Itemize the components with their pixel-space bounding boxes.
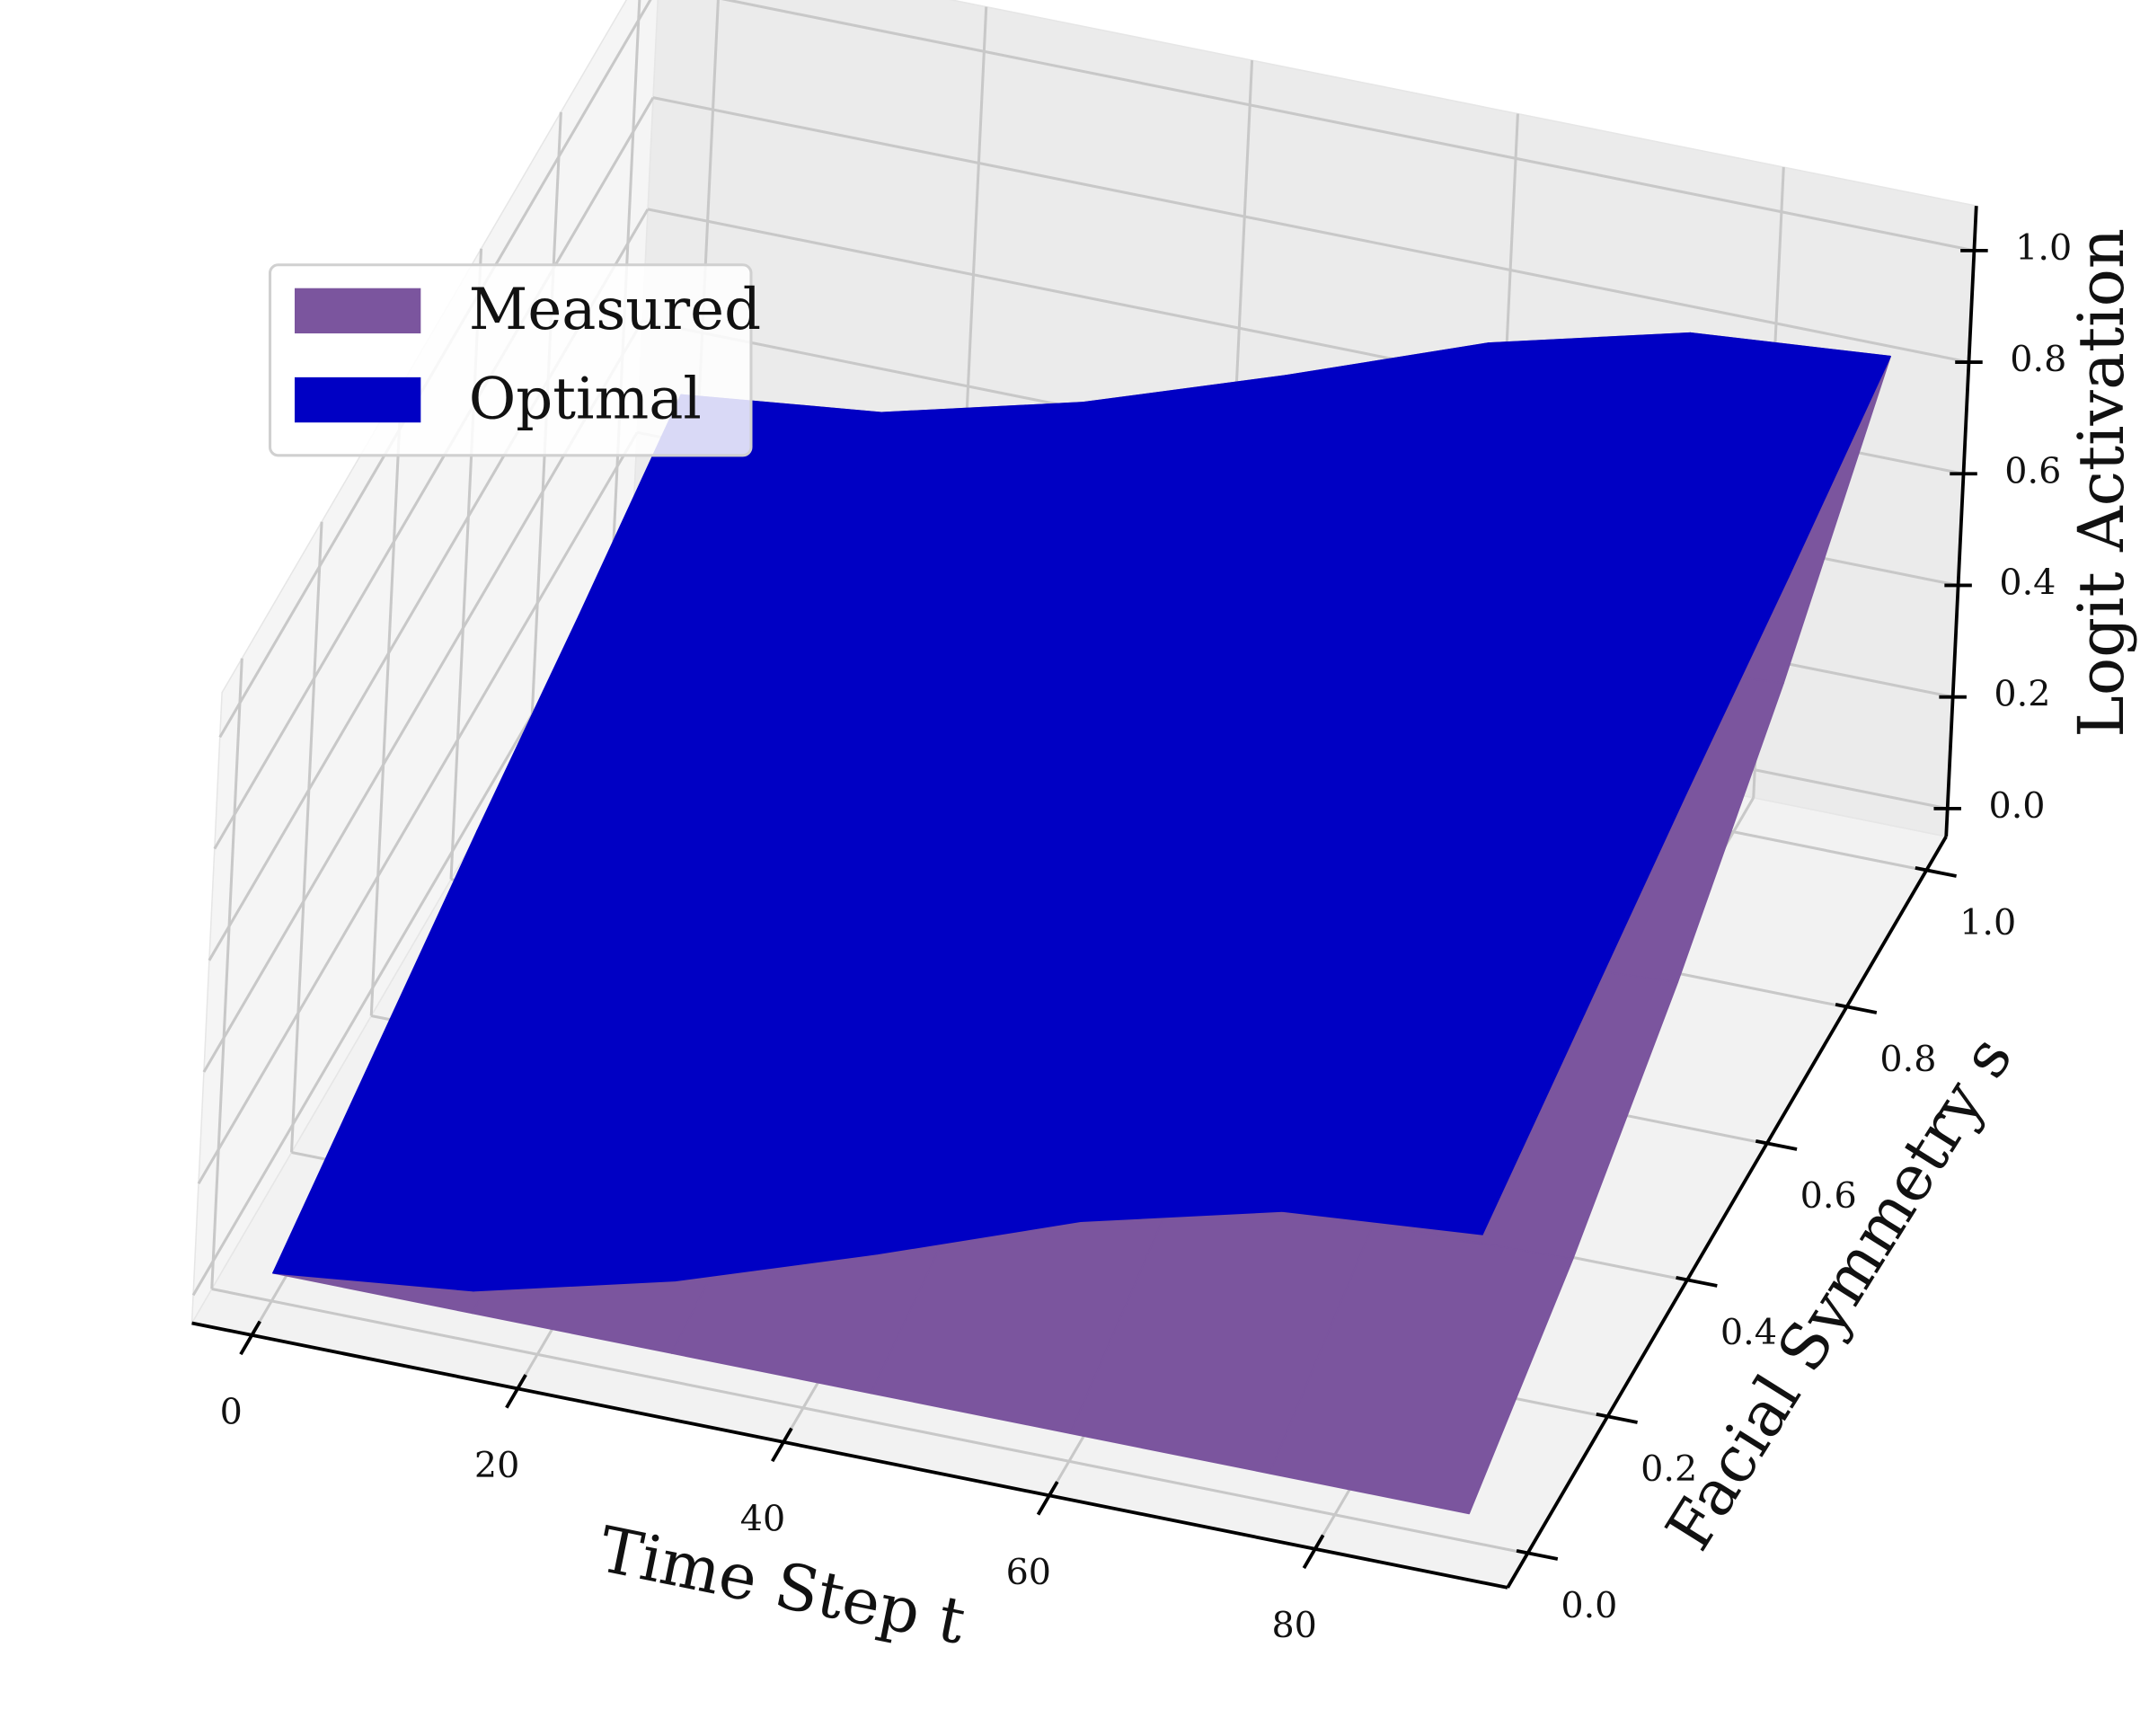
z-axis-label: Logit Activation: [2065, 228, 2138, 738]
grid-line: [211, 1287, 1528, 1555]
y-tick-label: 0.2: [1640, 1448, 1697, 1490]
x-tick-label: 80: [1271, 1605, 1316, 1646]
x-tick: [771, 1427, 793, 1463]
legend-label: Measured: [469, 277, 761, 343]
x-tick: [1036, 1481, 1059, 1516]
y-tick-label: 0.4: [1720, 1312, 1777, 1353]
y-tick: [1835, 1002, 1878, 1014]
axis-line: [1944, 206, 1978, 837]
grid-line: [213, 96, 655, 850]
y-tick-label: 1.0: [1959, 902, 2016, 943]
legend: Measured Optimal: [269, 263, 761, 457]
x-tick: [239, 1320, 261, 1356]
z-tick-label: 0.4: [1999, 562, 2056, 603]
grid-line: [652, 96, 1969, 364]
z-tick-label: 0.8: [2010, 339, 2066, 380]
y-tick-label: 0.6: [1800, 1175, 1857, 1217]
grid-line: [197, 431, 639, 1184]
y-tick: [1755, 1138, 1798, 1151]
y-tick: [1915, 865, 1957, 878]
grid-line: [721, 0, 1975, 252]
x-tick-label: 40: [740, 1498, 785, 1539]
grid-line: [210, 658, 243, 1289]
axis-line: [1506, 835, 1948, 1589]
x-tick-label: 20: [474, 1445, 519, 1486]
surface-patch: [1281, 995, 1586, 1236]
legend-swatch: [294, 288, 421, 334]
z-tick-label: 0.2: [1994, 674, 2050, 715]
y-tick-label: 0.8: [1879, 1039, 1936, 1080]
y-tick: [1596, 1412, 1638, 1424]
z-tick-label: 0.6: [2004, 450, 2061, 492]
axis-line: [191, 1321, 1508, 1590]
legend-label: Optimal: [469, 366, 702, 432]
legend-swatch: [294, 376, 421, 423]
x-tick-label: 60: [1006, 1552, 1051, 1593]
z-tick-label: 0.0: [1988, 785, 2045, 827]
surface: [272, 332, 1891, 1292]
x-tick-label: 0: [220, 1391, 243, 1432]
y-tick-label: 0.0: [1561, 1585, 1617, 1626]
surface-patch: [1269, 1224, 1574, 1515]
grid-line: [289, 521, 323, 1153]
z-tick-label: 1.0: [2015, 227, 2072, 269]
x-tick: [505, 1374, 527, 1409]
y-tick: [1676, 1275, 1718, 1288]
y-tick: [1516, 1548, 1559, 1561]
grid-line: [369, 385, 403, 1016]
x-tick: [1302, 1534, 1325, 1570]
